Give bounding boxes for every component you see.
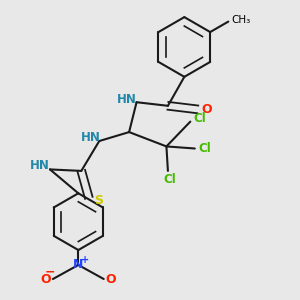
Text: Cl: Cl [198,142,211,155]
Text: −: − [45,266,55,279]
Text: N: N [73,258,83,271]
Text: O: O [106,273,116,286]
Text: HN: HN [81,131,101,144]
Text: HN: HN [117,93,136,106]
Text: Cl: Cl [194,112,206,125]
Text: O: O [201,103,212,116]
Text: +: + [81,255,89,265]
Text: HN: HN [30,159,50,172]
Text: O: O [40,273,51,286]
Text: Cl: Cl [163,173,176,186]
Text: CH₃: CH₃ [231,15,250,25]
Text: S: S [94,194,103,207]
